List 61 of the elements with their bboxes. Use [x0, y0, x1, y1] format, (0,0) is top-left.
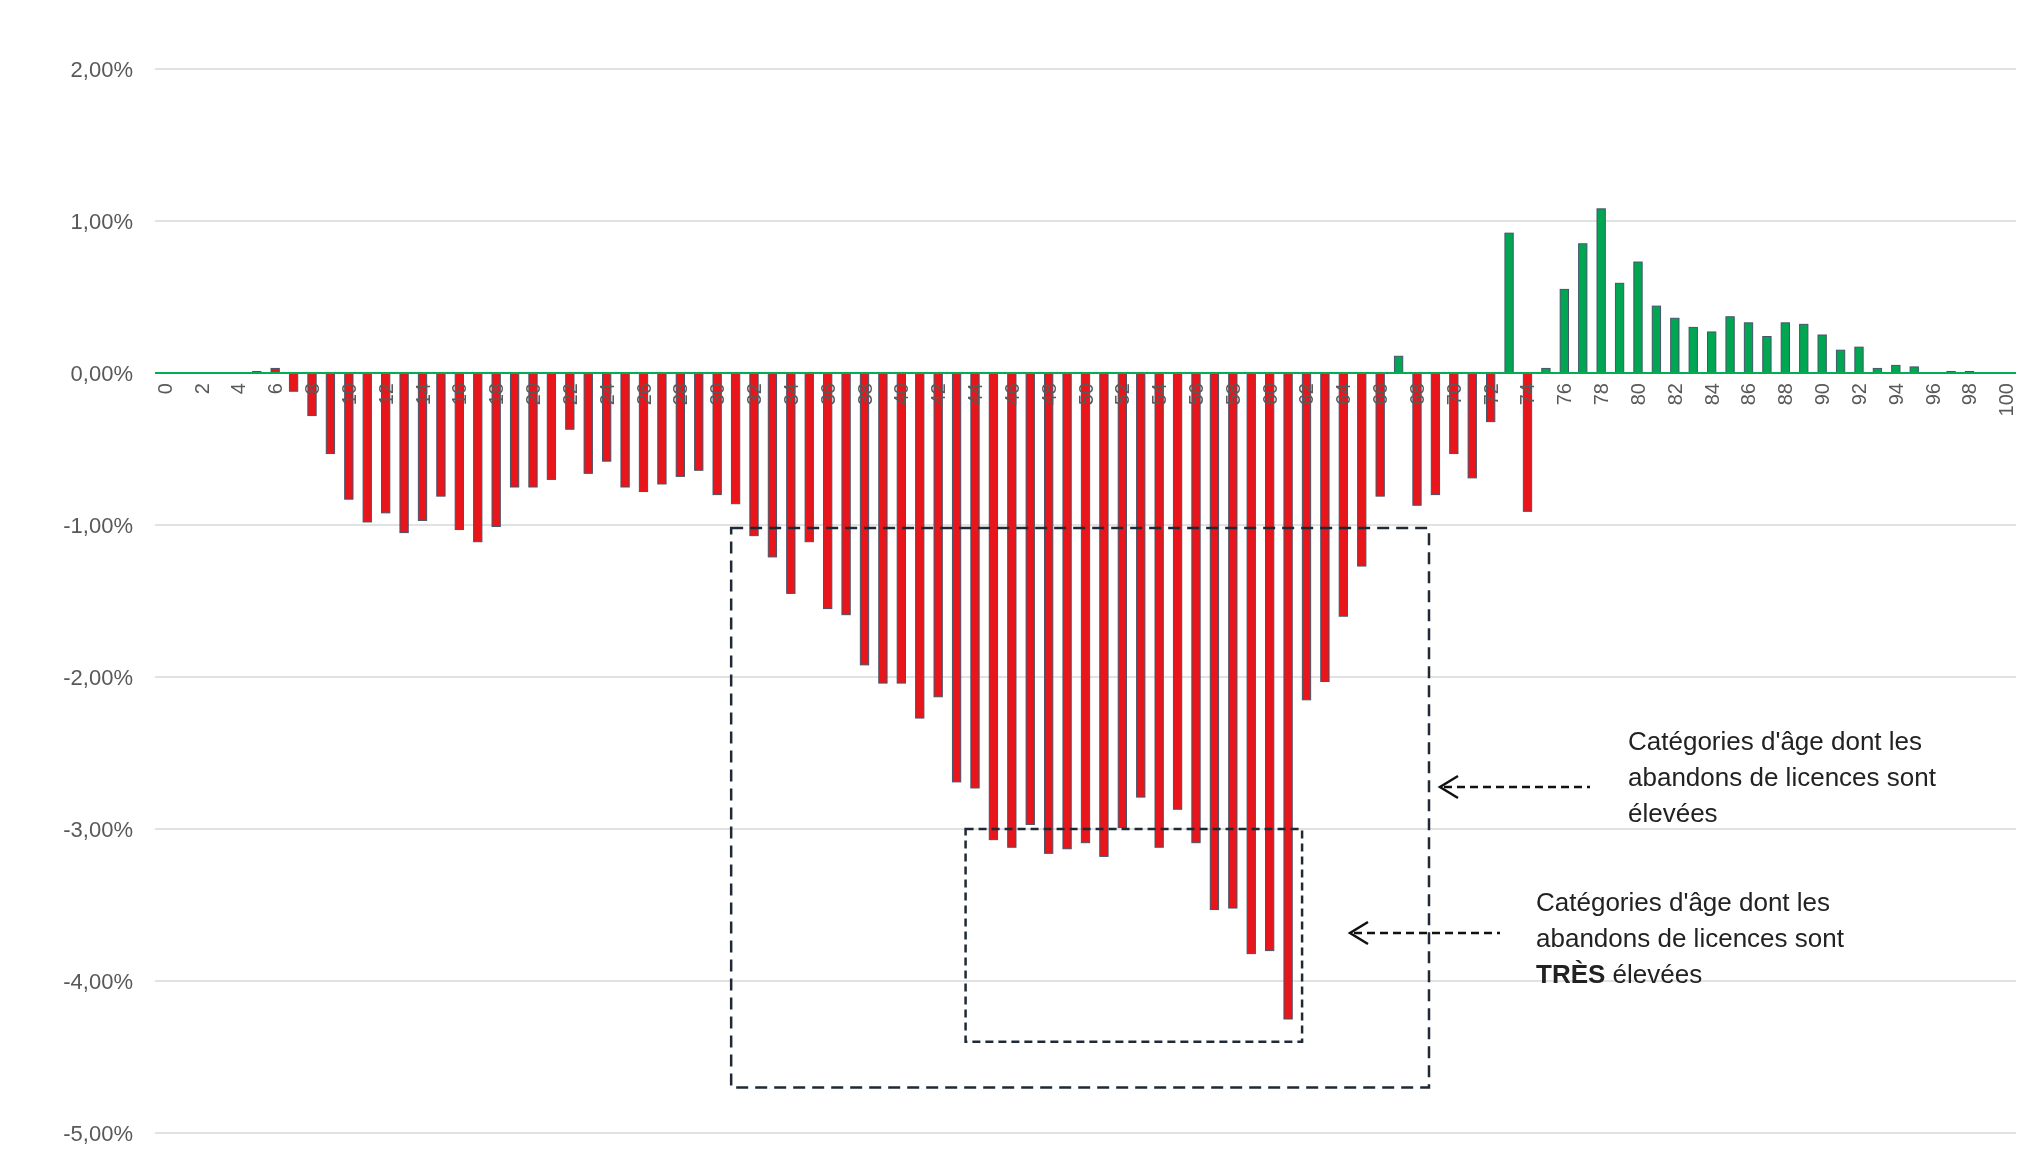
x-tick-label: 4 — [227, 383, 250, 395]
x-tick-label: 86 — [1737, 383, 1760, 406]
x-tick-label: 56 — [1185, 383, 1207, 406]
x-tick-label: 96 — [1921, 383, 1944, 406]
x-tick-label: 60 — [1258, 383, 1281, 406]
x-tick-label: 10 — [337, 383, 360, 406]
x-tick-label: 26 — [632, 383, 655, 406]
x-tick-label: 22 — [558, 383, 581, 406]
x-tick-label: 48 — [1037, 383, 1060, 406]
x-tick-label: 20 — [522, 383, 544, 406]
x-tick-label: 34 — [779, 383, 802, 406]
y-tick-label: 1,00% — [70, 208, 133, 234]
x-tick-label: 68 — [1406, 383, 1428, 406]
x-tick-label: 62 — [1295, 383, 1318, 406]
x-tick-label: 64 — [1332, 383, 1355, 406]
x-tick-label: 36 — [816, 383, 839, 406]
x-tick-label: 82 — [1663, 383, 1686, 406]
x-tick-label: 76 — [1553, 383, 1576, 406]
x-tick-label: 92 — [1848, 383, 1870, 406]
x-tick-label: 50 — [1074, 383, 1097, 406]
x-tick-label: 78 — [1590, 383, 1613, 406]
x-tick-label: 24 — [595, 383, 618, 406]
y-tick-label: -2,00% — [63, 664, 133, 690]
x-tick-label: 52 — [1111, 383, 1134, 406]
text: Catégories d'âge dont les abandons de licences sont TRÈS élevées — [1536, 887, 1844, 989]
x-tick-label: 44 — [964, 383, 986, 406]
x-tick-label: 58 — [1221, 383, 1244, 406]
x-tick-label: 72 — [1479, 383, 1502, 406]
y-tick-label: -4,00% — [63, 968, 133, 994]
x-tick-label: 42 — [927, 383, 950, 406]
x-tick-label: 18 — [485, 383, 508, 406]
text: Catégories d'âge dont les abandons de licences sont élevées — [1628, 726, 1936, 828]
x-tick-label: 16 — [448, 383, 471, 406]
x-tick-label: 8 — [301, 383, 323, 395]
x-tick-label: 2 — [190, 383, 213, 395]
x-tick-label: 94 — [1884, 383, 1907, 406]
x-tick-label: 100 — [1995, 383, 2018, 417]
x-tick-label: 88 — [1774, 383, 1797, 406]
x-tick-label: 74 — [1516, 383, 1539, 406]
x-tick-label: 0 — [153, 383, 176, 395]
x-tick-label: 90 — [1811, 383, 1834, 406]
x-tick-label: 12 — [374, 383, 397, 406]
x-tick-label: 40 — [890, 383, 913, 406]
x-tick-label: 6 — [264, 383, 287, 395]
y-tick-label: -1,00% — [63, 512, 133, 538]
x-tick-label: 54 — [1148, 383, 1171, 406]
y-tick-label: -5,00% — [63, 1120, 133, 1146]
x-tick-label: 98 — [1958, 383, 1981, 406]
y-tick-label: 2,00% — [70, 56, 133, 82]
x-tick-label: 84 — [1700, 383, 1723, 406]
x-tick-label: 30 — [706, 383, 729, 406]
y-tick-label: -3,00% — [63, 816, 133, 842]
x-tick-label: 70 — [1442, 383, 1465, 406]
x-tick-label: 80 — [1627, 383, 1649, 406]
x-tick-label: 28 — [669, 383, 692, 406]
x-tick-label: 32 — [743, 383, 765, 406]
x-tick-label: 66 — [1369, 383, 1392, 406]
x-tick-label: 46 — [1000, 383, 1023, 406]
x-tick-label: 38 — [853, 383, 876, 406]
x-tick-label: 14 — [411, 383, 434, 406]
y-tick-label: 0,00% — [70, 360, 133, 386]
